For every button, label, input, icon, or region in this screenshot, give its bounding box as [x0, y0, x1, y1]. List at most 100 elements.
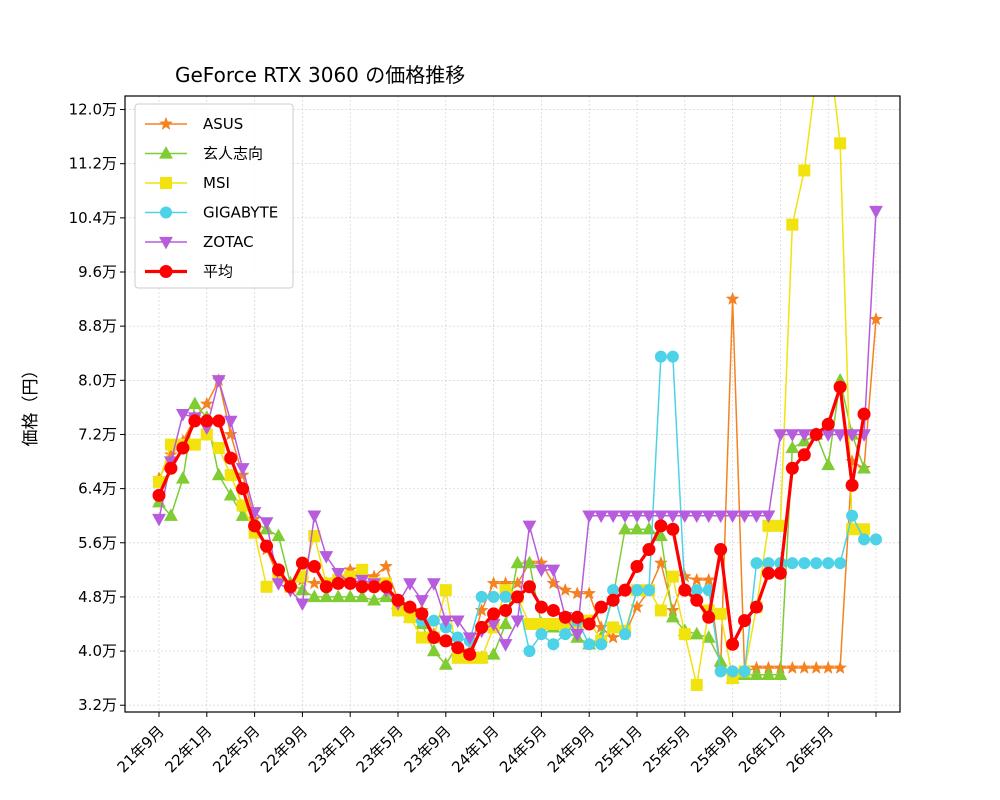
data-point [845, 429, 859, 442]
data-point [235, 463, 250, 476]
legend-marker [159, 146, 173, 159]
data-point [463, 647, 477, 661]
data-point [522, 520, 537, 534]
data-point [319, 580, 333, 594]
data-point [870, 533, 882, 546]
data-point [677, 510, 692, 524]
data-point [379, 559, 394, 573]
data-point [426, 578, 441, 591]
data-point [498, 616, 513, 630]
data-point [857, 460, 871, 474]
data-point [594, 600, 608, 614]
data-point [295, 598, 310, 612]
data-point [415, 595, 429, 608]
data-point [689, 572, 704, 586]
data-point [438, 615, 453, 628]
legend-entry: GIGABYTE [145, 204, 278, 222]
data-point [665, 609, 680, 623]
data-point [570, 610, 584, 624]
data-point [152, 488, 166, 502]
data-point [666, 522, 680, 536]
data-point [689, 626, 704, 640]
y-tick-label: 11.2万 [69, 155, 117, 173]
y-tick-label: 10.4万 [69, 209, 117, 227]
legend-marker [159, 265, 173, 278]
data-point [248, 519, 262, 533]
data-point [582, 617, 596, 631]
data-point [212, 414, 226, 428]
data-point [773, 667, 788, 680]
data-point [869, 312, 883, 326]
y-tick-label: 6.4万 [78, 480, 117, 498]
y-tick-label: 4.8万 [78, 588, 117, 606]
data-point [415, 607, 429, 621]
data-point [355, 589, 370, 603]
data-point [474, 603, 489, 617]
y-tick-label: 9.6万 [78, 263, 117, 281]
data-point [858, 533, 871, 546]
data-point [761, 667, 776, 680]
data-point [785, 440, 800, 454]
legend-marker [159, 116, 173, 130]
y-tick-label: 8.8万 [78, 317, 117, 335]
data-point [678, 583, 692, 597]
data-point [773, 566, 787, 580]
data-point [355, 580, 369, 594]
data-point [356, 563, 369, 576]
data-point [846, 509, 859, 522]
data-point [738, 665, 751, 678]
data-point [606, 630, 621, 644]
data-point [475, 590, 488, 603]
legend-entry: MSI [145, 174, 230, 192]
data-point [749, 510, 764, 524]
data-point [426, 643, 441, 657]
data-point [379, 580, 393, 594]
data-point [547, 638, 560, 651]
data-point [307, 576, 322, 590]
data-point [164, 508, 178, 521]
data-point [176, 408, 190, 422]
data-point [665, 510, 680, 524]
data-point [307, 559, 321, 573]
data-point [642, 584, 655, 597]
data-point [797, 660, 812, 674]
legend-label: MSI [203, 174, 230, 192]
data-point [845, 478, 859, 492]
data-point [199, 396, 214, 410]
data-point [749, 667, 764, 680]
data-point [690, 593, 704, 607]
data-point [846, 523, 859, 536]
data-point [630, 510, 644, 524]
data-point [331, 568, 346, 581]
data-point [785, 660, 800, 674]
data-point [725, 291, 740, 306]
data-point [486, 576, 501, 590]
data-point [654, 350, 667, 363]
data-point [834, 137, 847, 150]
data-point [785, 461, 799, 475]
data-point [331, 589, 346, 603]
data-point [522, 555, 537, 569]
data-point [427, 631, 441, 645]
data-point [558, 582, 573, 597]
data-point [761, 510, 776, 524]
data-point [654, 510, 668, 524]
legend-label: GIGABYTE [203, 204, 278, 222]
data-point [367, 592, 381, 606]
data-point [725, 510, 740, 524]
data-point [223, 415, 238, 429]
legend-entry: ZOTAC [145, 233, 254, 251]
data-point [188, 414, 202, 428]
data-point [666, 350, 679, 363]
data-point [714, 543, 728, 557]
data-point [522, 580, 536, 594]
data-point [176, 441, 190, 455]
data-point [857, 407, 871, 421]
data-point [534, 564, 549, 578]
data-point [809, 660, 824, 674]
data-point [164, 438, 177, 451]
data-point [475, 620, 489, 634]
data-point [499, 603, 513, 617]
legend-entry: 平均 [145, 263, 233, 281]
data-point [391, 593, 405, 607]
